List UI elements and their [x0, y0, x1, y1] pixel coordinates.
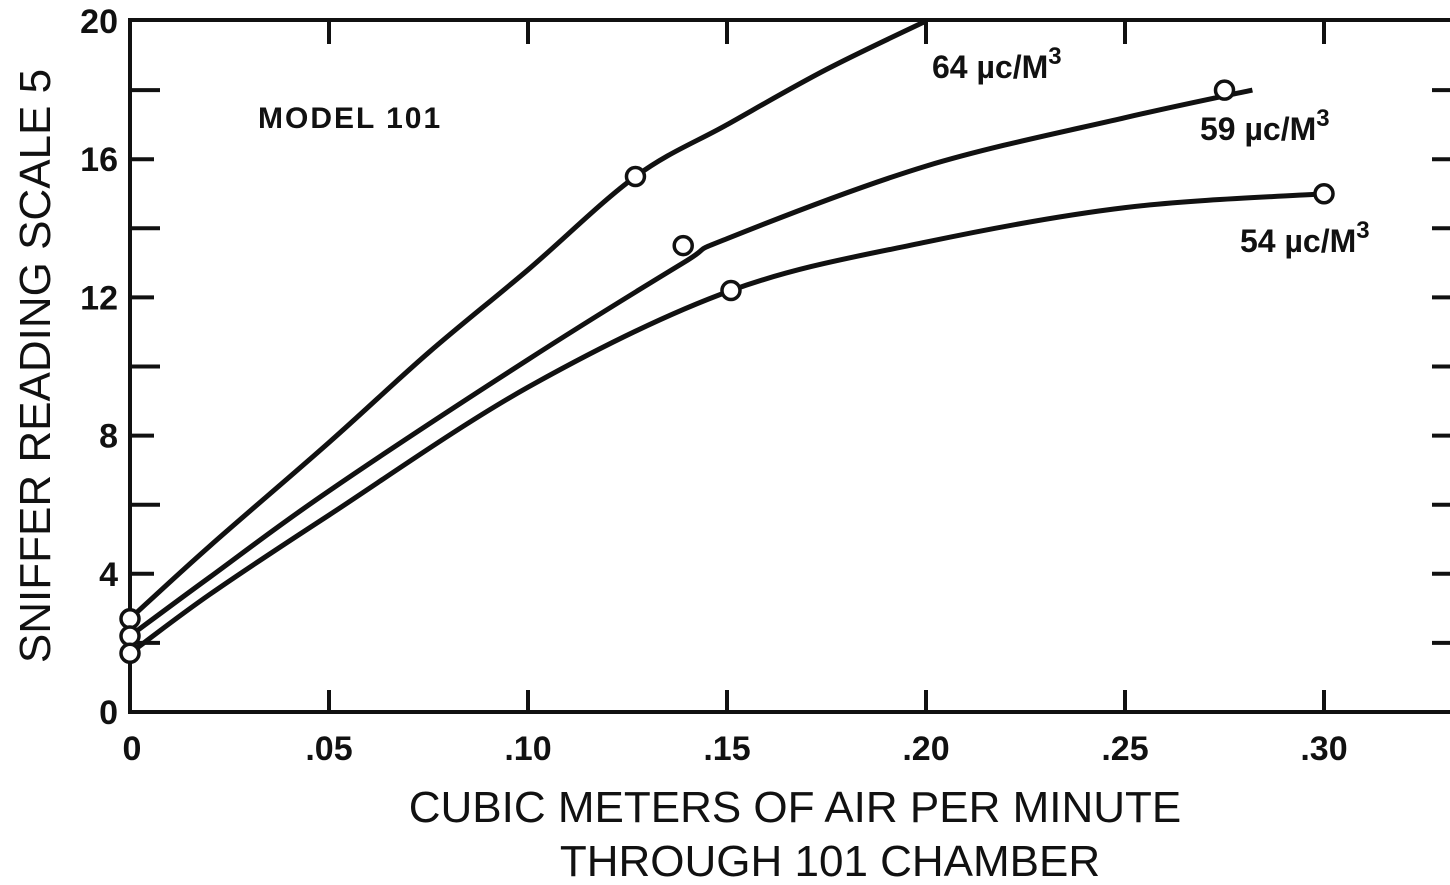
- y-axis-title: SNIFFER READING SCALE 5: [11, 69, 60, 663]
- data-point-59: [119, 625, 141, 647]
- series-line-54: [128, 191, 1325, 656]
- series-label-59: 59 µc/M3: [1200, 105, 1330, 147]
- data-point-64: [624, 165, 647, 188]
- model-annotation: MODEL 101: [258, 102, 442, 135]
- x-tick-label: .15: [703, 730, 750, 768]
- series-label-54: 54 µc/M3: [1240, 217, 1370, 259]
- data-point-59: [1213, 79, 1236, 101]
- svg-text:64 µc/M3: 64 µc/M3: [932, 43, 1062, 85]
- y-tick-label: 0: [99, 694, 118, 732]
- series-markers: [119, 79, 1335, 665]
- y-tick-label: 12: [80, 279, 118, 317]
- series-line-59: [128, 87, 1253, 639]
- data-point-54: [119, 642, 141, 665]
- svg-text:59 µc/M3: 59 µc/M3: [1200, 105, 1330, 147]
- data-point-64: [119, 607, 141, 630]
- x-tick-label: .10: [504, 730, 551, 768]
- series-line-64: [128, 18, 928, 621]
- y-tick-label: 16: [80, 141, 118, 179]
- axis-ticks: [130, 20, 1450, 712]
- data-point-54: [1313, 183, 1335, 205]
- data-point-59: [672, 234, 694, 257]
- series-label-64: 64 µc/M3: [932, 43, 1062, 85]
- x-axis-title-line2: THROUGH 101 CHAMBER: [560, 837, 1100, 885]
- series-curves: [128, 18, 1325, 656]
- y-tick-label: 4: [99, 556, 118, 594]
- x-tick-label: .20: [902, 730, 949, 768]
- x-tick-label: 0: [123, 730, 142, 768]
- svg-text:54 µc/M3: 54 µc/M3: [1240, 217, 1370, 259]
- data-point-54: [720, 279, 742, 302]
- x-tick-label: .25: [1101, 730, 1148, 768]
- y-tick-label: 20: [80, 3, 118, 41]
- y-tick-label: 8: [99, 418, 118, 456]
- axis-tick-labels: 0 .05 .10 .15 .20 .25 .30 0 4 8 12 16 20: [80, 3, 1347, 768]
- x-tick-label: .30: [1300, 730, 1347, 768]
- x-axis-title-line1: CUBIC METERS OF AIR PER MINUTE: [409, 783, 1182, 832]
- x-tick-label: .05: [305, 730, 352, 768]
